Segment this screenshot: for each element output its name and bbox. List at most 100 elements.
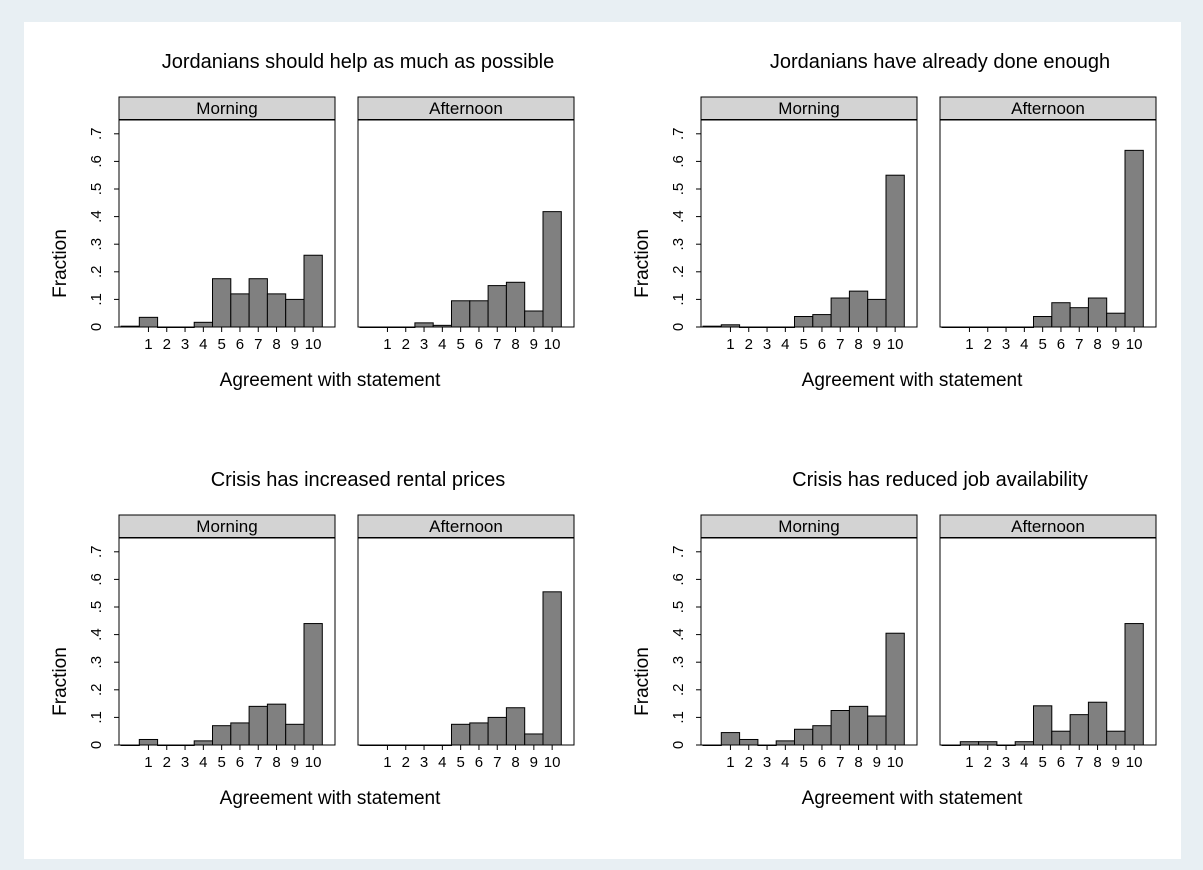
x-tick-label: 2 [745,336,753,353]
y-tick-label: .4 [88,210,105,223]
x-tick-label: 10 [887,754,904,771]
bar [212,278,232,328]
bar [1069,307,1089,328]
x-tick-label: 1 [726,336,734,353]
y-tick-label: .5 [670,183,687,196]
x-tick-label: 4 [781,754,789,771]
y-axis-label: Fraction [632,647,653,716]
panel-plot-area [357,537,575,746]
y-tick-label: .2 [670,266,687,279]
x-tick-label: 7 [1075,754,1083,771]
bar [978,741,998,746]
bar [1051,302,1071,328]
bar [1124,149,1144,328]
bar [359,744,379,746]
x-tick-label: 9 [873,336,881,353]
x-tick-label: 8 [511,336,519,353]
x-tick-label: 8 [1093,336,1101,353]
bar [812,725,832,746]
x-tick-label: 4 [1020,754,1028,771]
x-tick-label: 3 [420,336,428,353]
bar [702,325,722,328]
bar [885,174,905,328]
y-tick-label: .2 [88,684,105,697]
bar [285,298,305,328]
panel-afternoon: Afternoon 1 2 3 4 5 6 7 8 9 10 [939,96,1157,353]
bar [230,722,250,746]
x-tick-label: 10 [544,754,561,771]
y-tick-label: .1 [670,711,687,724]
x-tick-label: 6 [475,336,483,353]
panel-plot-area [118,537,336,746]
x-tick-label: 2 [163,336,171,353]
bar [1124,623,1144,746]
panel-strip-label: Morning [778,517,839,536]
x-tick-label: 3 [763,754,771,771]
bar [451,723,471,746]
y-tick-label: .3 [670,238,687,251]
x-tick-label: 1 [965,336,973,353]
x-tick-label: 1 [383,754,391,771]
x-tick-label: 8 [1093,754,1101,771]
y-tick-label: .6 [88,573,105,586]
y-tick-label: 0 [88,323,105,331]
x-tick-label: 10 [544,336,561,353]
y-tick-label: 0 [88,741,105,749]
chart-1: Jordanians should help as much as possib… [50,51,575,391]
y-tick-label: .7 [670,546,687,559]
bar [505,707,526,746]
bar [120,744,140,746]
x-tick-label: 2 [984,336,992,353]
x-axis-label: Agreement with statement [220,370,441,391]
bar [1014,741,1035,746]
x-tick-label: 8 [272,336,280,353]
chart-title: Crisis has increased rental prices [211,469,506,491]
x-tick-label: 5 [217,754,225,771]
panel-strip-label: Afternoon [1011,517,1085,536]
y-tick-label: .5 [88,183,105,196]
y-tick-label: .2 [670,684,687,697]
panel-afternoon: Afternoon 1 2 3 4 5 6 7 8 9 10 [357,96,575,353]
x-tick-label: 9 [291,336,299,353]
x-tick-label: 10 [887,336,904,353]
x-tick-label: 9 [1112,336,1120,353]
panel-plot-area [357,119,575,328]
bar [1069,714,1089,746]
panel-plot-area [700,537,918,746]
y-axis-label: Fraction [50,229,71,298]
x-tick-label: 3 [1002,754,1010,771]
bar [432,324,453,328]
x-tick-label: 7 [254,754,262,771]
y-tick-label: .1 [88,711,105,724]
panel-strip-label: Morning [778,99,839,118]
bar [1087,297,1108,328]
x-tick-label: 4 [781,336,789,353]
bar [830,297,850,328]
bar [848,290,869,328]
chart-4: Crisis has reduced job availability Fract… [632,469,1157,809]
panel-morning: Morning 1 2 3 4 5 6 7 8 9 10 [700,96,918,353]
x-tick-label: 6 [818,336,826,353]
x-tick-label: 8 [854,754,862,771]
bar [1033,705,1053,746]
x-tick-label: 4 [199,336,207,353]
x-tick-label: 9 [1112,754,1120,771]
x-tick-label: 6 [1057,754,1065,771]
histogram-grid: Jordanians should help as much as possib… [50,51,1157,809]
x-tick-label: 5 [456,754,464,771]
y-tick-label: .1 [670,293,687,306]
bar [867,298,887,328]
y-tick-label: .3 [670,656,687,669]
panel-strip-label: Afternoon [429,99,503,118]
chart-2: Jordanians have already done enough Fract… [632,51,1157,391]
panel-strip-label: Morning [196,517,257,536]
x-tick-label: 3 [181,336,189,353]
y-tick-label: .6 [88,155,105,168]
x-tick-label: 2 [984,754,992,771]
y-tick-label: .7 [670,128,687,141]
bar [138,316,159,328]
x-tick-label: 3 [181,754,189,771]
x-axis-label: Agreement with statement [802,370,1023,391]
bar [524,310,544,328]
x-tick-label: 7 [493,336,501,353]
